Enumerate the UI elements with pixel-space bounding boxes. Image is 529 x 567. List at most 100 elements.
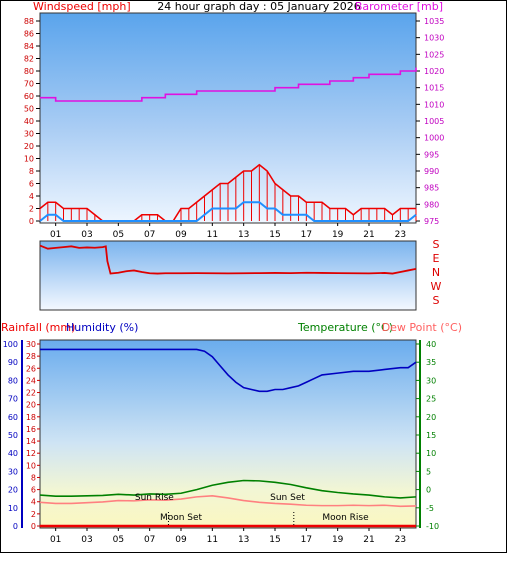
- y-tick-label: 60: [24, 92, 34, 101]
- windspeed-axis-title: Windspeed [mph]: [33, 0, 131, 13]
- y2-tick-label: 1020: [424, 67, 444, 76]
- y-tick-label: 40: [24, 117, 34, 126]
- rain-tick-label: 4: [31, 498, 36, 507]
- x-tick-label: 05: [113, 535, 124, 545]
- x-tick-label: 17: [301, 535, 312, 545]
- y2-tick-label: 985: [424, 184, 439, 193]
- series-dew-point: [39, 494, 417, 508]
- y-tick-label: 8: [29, 167, 34, 176]
- x-tick-label: 19: [332, 535, 344, 545]
- rain-tick-label: 22: [26, 389, 36, 398]
- humidity-tick-label: 0: [13, 522, 18, 531]
- y-tick-label: 84: [24, 42, 34, 51]
- y-tick-label: 30: [24, 130, 34, 139]
- y2-tick-label: 990: [424, 167, 439, 176]
- rain-tick-label: 2: [31, 510, 36, 519]
- chart-title: 24 hour graph day : 05 January 2026: [157, 0, 361, 13]
- humidity-tick-label: 100: [3, 340, 18, 349]
- series-humidity: [40, 348, 417, 393]
- rain-tick-label: 0: [31, 522, 36, 531]
- y2-tick-label: 1025: [424, 50, 444, 59]
- astronomy-annotations: Sun Rise Sun Set Moon Set Moon Rise: [135, 493, 369, 526]
- y-tick-label: 6: [29, 180, 34, 189]
- humidity-tick-label: 40: [8, 449, 18, 458]
- x-tick-label: 11: [207, 535, 218, 545]
- x-tick-label: 17: [301, 230, 312, 240]
- y2-tick-label: 980: [424, 200, 439, 209]
- x-tick-label: 07: [144, 230, 155, 240]
- y-tick-label: 86: [24, 30, 34, 39]
- x-tick-label: 11: [207, 230, 218, 240]
- y-tick-label: 80: [24, 67, 34, 76]
- outer-frame: [0, 0, 507, 553]
- y-tick-label: 4: [29, 192, 34, 201]
- temp-x-axis: 01 03 05 07 09 11 13 15 17 19 21 23: [50, 528, 406, 545]
- wind-series: [39, 67, 417, 222]
- x-tick-label: 21: [363, 230, 374, 240]
- x-tick-label: 09: [175, 535, 187, 545]
- y2-tick-label: 1035: [424, 17, 444, 26]
- direction-label: S: [433, 238, 440, 251]
- rain-tick-label: 28: [26, 352, 36, 361]
- temperature-tick-label: 0: [426, 486, 431, 495]
- rain-tick-label: 10: [26, 461, 36, 470]
- humidity-tick-label: 50: [8, 431, 18, 440]
- series-temperature: [39, 479, 417, 499]
- temperature-tick-label: 15: [426, 431, 436, 440]
- annotation-label: Sun Rise: [135, 493, 174, 503]
- rain-tick-label: 14: [26, 437, 36, 446]
- y2-tick-label: 1005: [424, 117, 444, 126]
- rain-tick-label: 18: [26, 413, 36, 422]
- temperature-tick-label: 30: [426, 376, 436, 385]
- wind-x-axis: 01 03 05 07 09 11 13 15 17 19 21 23: [50, 223, 406, 240]
- rain-tick-label: 16: [26, 425, 36, 434]
- humidity-tick-label: 90: [8, 358, 18, 367]
- temp-series: [39, 348, 417, 528]
- temperature-tick-label: 40: [426, 340, 436, 349]
- y2-tick-label: 1010: [424, 100, 444, 109]
- temperature-tick-label: 25: [426, 395, 436, 404]
- annotation-label: Moon Set: [160, 513, 203, 523]
- temp-panel-axes: 0246810121416182022242628300102030405060…: [3, 340, 439, 531]
- y-tick-label: 50: [24, 105, 34, 114]
- x-tick-label: 09: [175, 230, 187, 240]
- y-tick-label: 82: [24, 55, 34, 64]
- x-tick-label: 01: [50, 535, 61, 545]
- y-tick-label: 10: [24, 155, 34, 164]
- x-tick-label: 23: [395, 230, 406, 240]
- windspeed-axis-ticks: 0 2 4 6 8 10 20 30 40 50 60 70 80 82 84 86 88: [24, 17, 40, 226]
- rainfall-axis-title: Rainfall (mm): [1, 321, 75, 334]
- temperature-tick-label: 10: [426, 449, 436, 458]
- x-tick-label: 03: [81, 535, 92, 545]
- barometer-axis-ticks: 975 980 985 990 995 1000 1005 1010 1015 1020 1025 1…: [416, 17, 444, 226]
- y2-tick-label: 1000: [424, 134, 444, 143]
- y2-tick-label: 975: [424, 217, 439, 226]
- temperature-tick-label: 35: [426, 358, 436, 367]
- humidity-axis-title: Humidity (%): [66, 321, 138, 334]
- x-tick-label: 15: [269, 535, 280, 545]
- rain-tick-label: 8: [31, 473, 36, 482]
- temperature-tick-label: 20: [426, 413, 436, 422]
- direction-label: S: [433, 294, 440, 307]
- temperature-tick-label: 5: [426, 467, 431, 476]
- humidity-tick-label: 10: [8, 504, 18, 513]
- x-tick-label: 03: [81, 230, 92, 240]
- x-tick-label: 07: [144, 535, 155, 545]
- dewpoint-axis-title: Dew Point (°C): [382, 321, 462, 334]
- direction-label: E: [433, 252, 440, 265]
- series-wind-direction: [39, 244, 417, 275]
- x-tick-label: 05: [113, 230, 124, 240]
- humidity-tick-label: 60: [8, 413, 18, 422]
- rain-tick-label: 6: [31, 486, 36, 495]
- x-tick-label: 01: [50, 230, 61, 240]
- y2-tick-label: 1030: [424, 34, 444, 43]
- x-tick-label: 23: [395, 535, 406, 545]
- rain-tick-label: 26: [26, 364, 36, 373]
- y-tick-label: 70: [24, 80, 34, 89]
- rain-tick-label: 12: [26, 449, 36, 458]
- temperature-axis-title: Temperature (°C): [297, 321, 393, 334]
- temperature-tick-label: -5: [426, 504, 434, 513]
- direction-label: N: [432, 266, 440, 279]
- y-tick-label: 0: [29, 217, 34, 226]
